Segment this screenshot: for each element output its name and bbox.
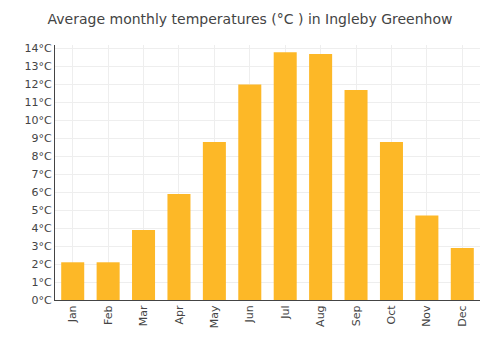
svg-text:4°C: 4°C bbox=[32, 222, 52, 235]
svg-text:Jul: Jul bbox=[279, 305, 292, 319]
svg-text:Dec: Dec bbox=[456, 305, 469, 326]
svg-text:Sep: Sep bbox=[350, 305, 363, 326]
svg-text:Nov: Nov bbox=[420, 305, 433, 327]
svg-text:Mar: Mar bbox=[137, 305, 150, 326]
svg-text:May: May bbox=[208, 305, 221, 328]
svg-text:Jun: Jun bbox=[243, 305, 256, 323]
svg-text:14°C: 14°C bbox=[25, 42, 52, 55]
svg-text:6°C: 6°C bbox=[32, 186, 52, 199]
svg-text:Average monthly temperatures (: Average monthly temperatures (°C ) in In… bbox=[48, 11, 453, 27]
svg-text:11°C: 11°C bbox=[25, 96, 52, 109]
svg-text:Oct: Oct bbox=[385, 305, 398, 325]
svg-text:3°C: 3°C bbox=[32, 240, 52, 253]
svg-text:Feb: Feb bbox=[102, 305, 115, 324]
svg-text:8°C: 8°C bbox=[32, 150, 52, 163]
svg-text:7°C: 7°C bbox=[32, 168, 52, 181]
svg-text:13°C: 13°C bbox=[25, 60, 52, 73]
svg-text:12°C: 12°C bbox=[25, 78, 52, 91]
svg-text:Jan: Jan bbox=[66, 305, 79, 323]
svg-text:10°C: 10°C bbox=[25, 114, 52, 127]
svg-text:0°C: 0°C bbox=[32, 294, 52, 307]
svg-text:Apr: Apr bbox=[173, 305, 186, 325]
svg-text:5°C: 5°C bbox=[32, 204, 52, 217]
svg-text:Aug: Aug bbox=[314, 305, 327, 326]
svg-text:1°C: 1°C bbox=[32, 276, 52, 289]
svg-text:9°C: 9°C bbox=[32, 132, 52, 145]
svg-text:2°C: 2°C bbox=[32, 258, 52, 271]
